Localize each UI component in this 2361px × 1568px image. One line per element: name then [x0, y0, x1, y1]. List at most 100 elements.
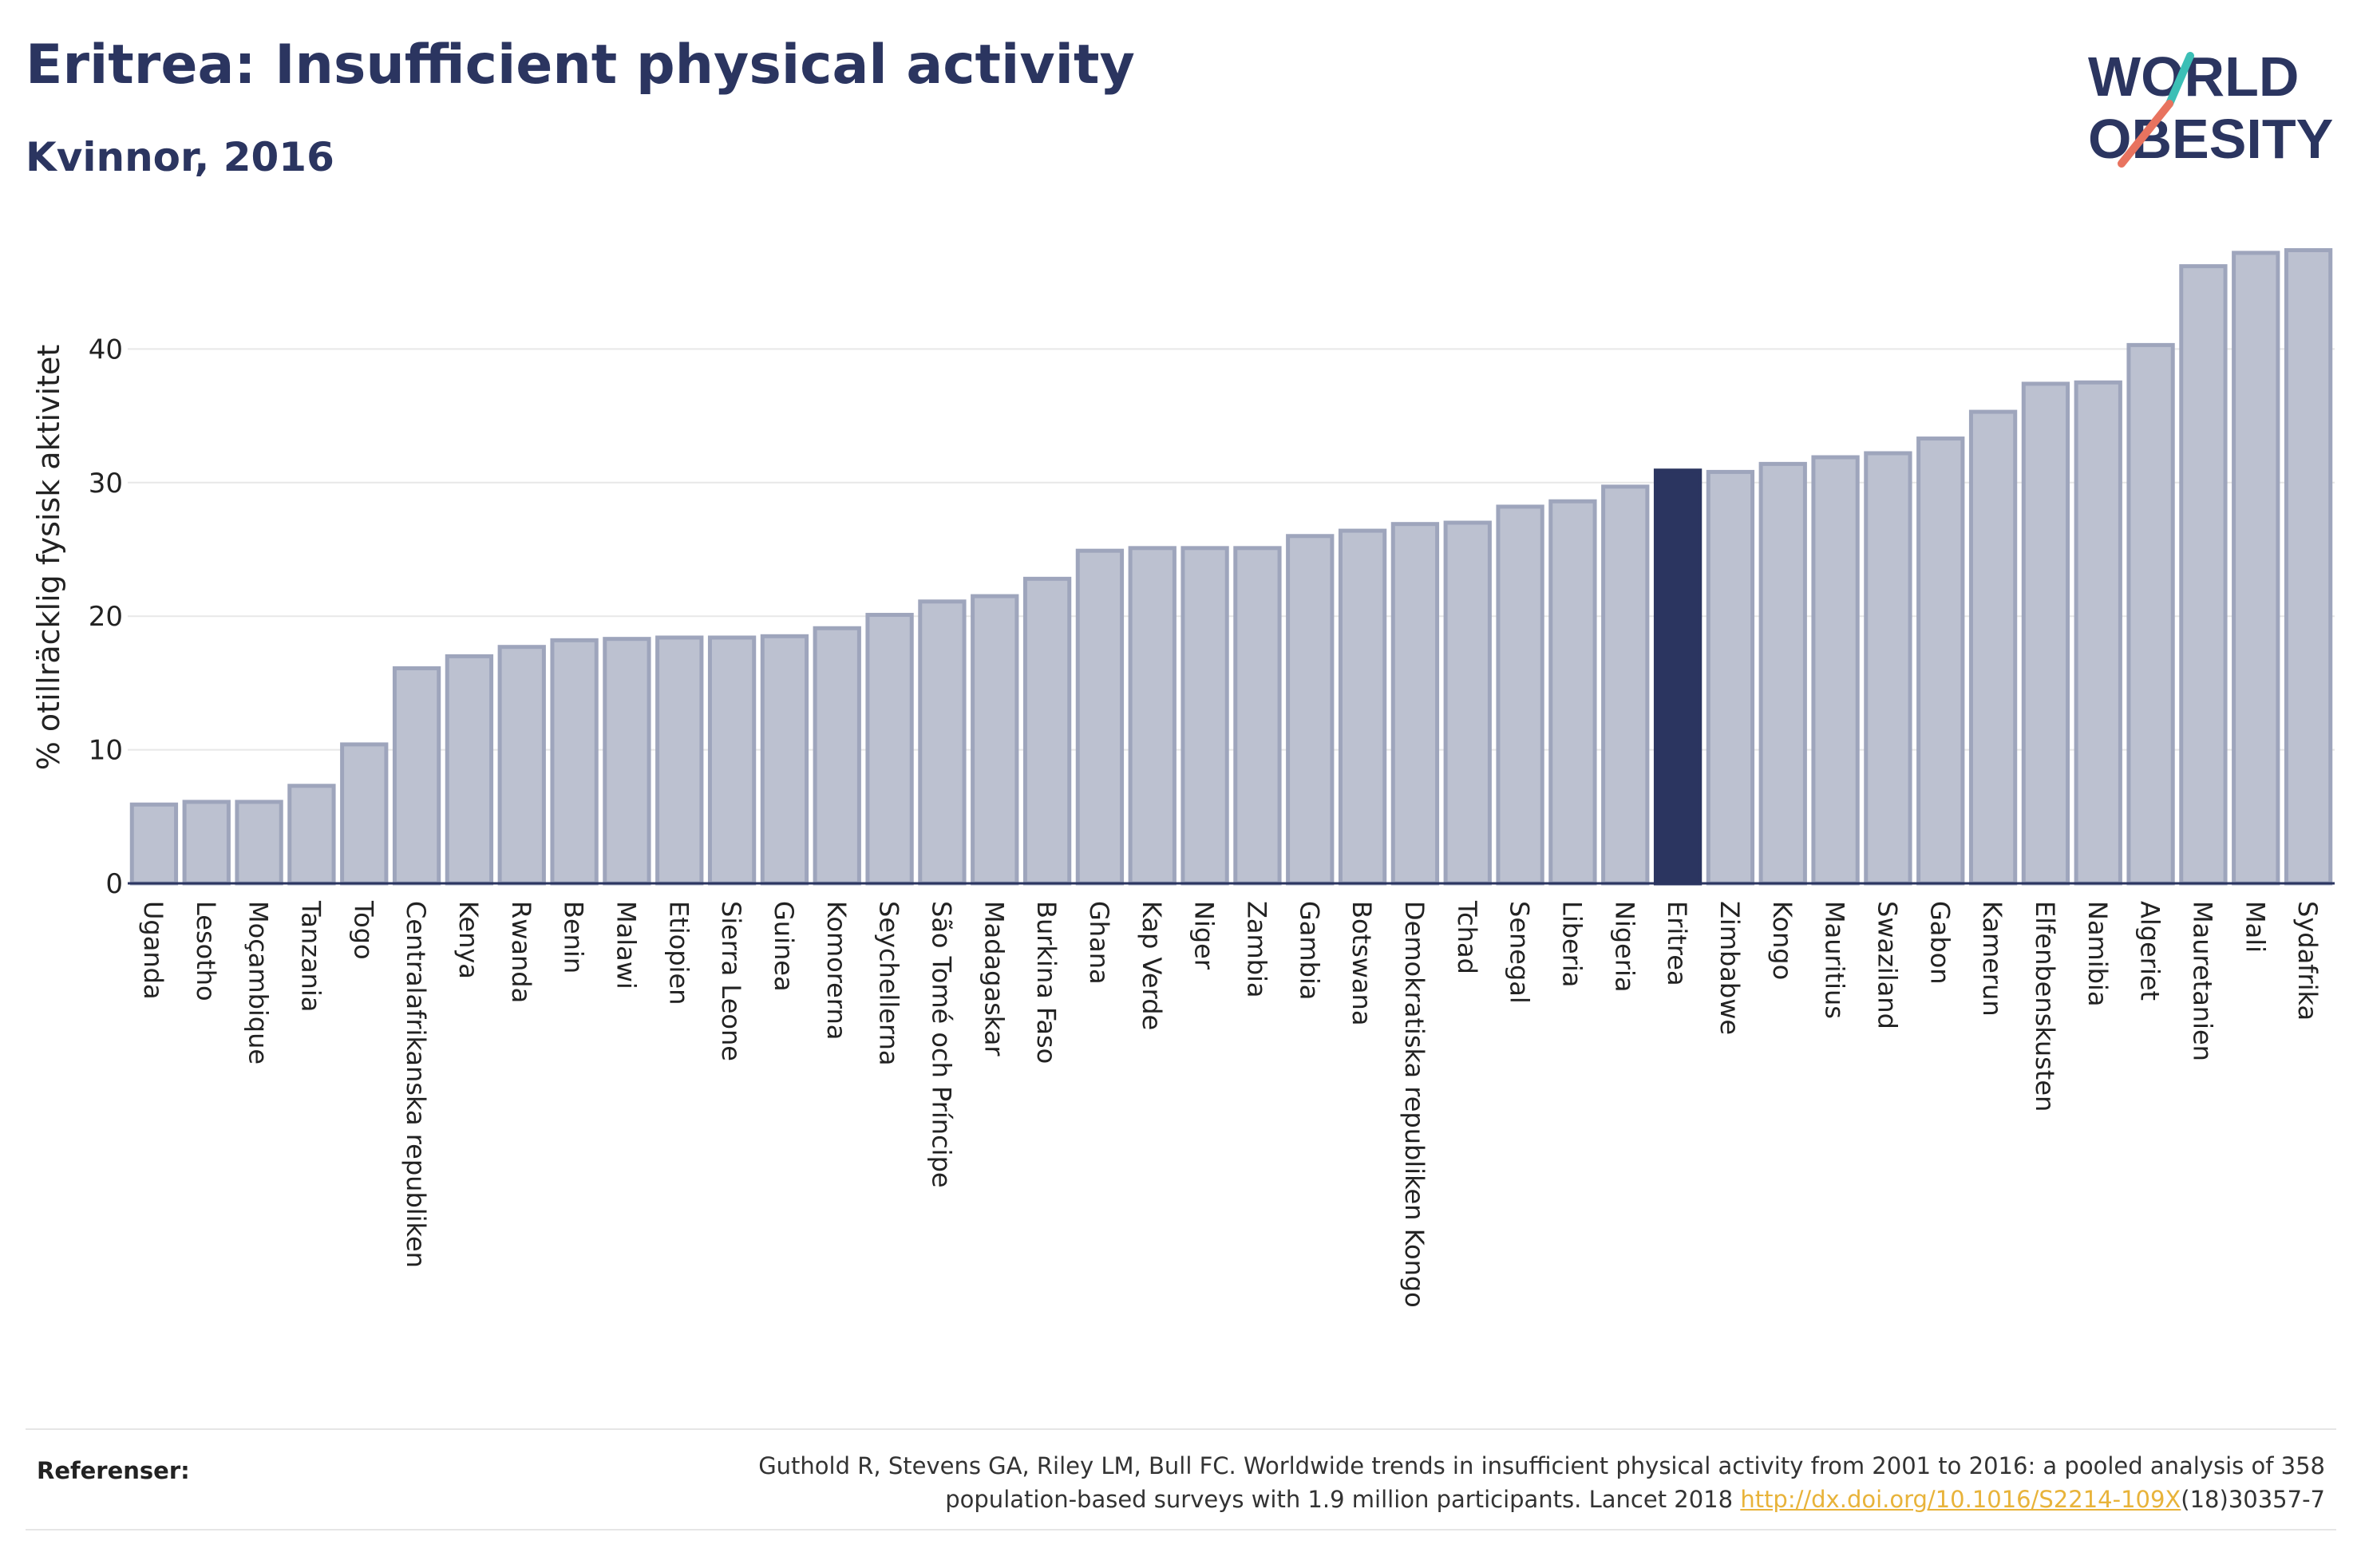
bar — [2179, 264, 2228, 886]
bar — [1864, 451, 1912, 886]
x-tick-label: Malawi — [611, 901, 641, 989]
bar — [1968, 409, 2018, 886]
page-title: Eritrea: Insufficient physical activity — [26, 34, 1135, 97]
bar — [918, 599, 967, 886]
x-tick-label: Gabon — [1924, 901, 1955, 985]
x-tick-label: Guinea — [769, 901, 799, 992]
x-tick-label: Kenya — [453, 901, 484, 979]
bar — [2284, 248, 2333, 886]
bar — [655, 635, 704, 886]
x-tick-label: Kamerun — [1977, 901, 2007, 1017]
bar — [1286, 534, 1335, 886]
bar — [1758, 461, 1807, 886]
x-tick-label: Tanzania — [295, 900, 326, 1012]
x-tick-label: Eritrea — [1662, 901, 1692, 986]
x-tick-label: Etiopien — [663, 901, 694, 1005]
x-tick-label: Niger — [1189, 901, 1220, 970]
y-tick-label: 20 — [89, 601, 123, 633]
bars — [129, 248, 2333, 886]
bar — [1548, 499, 1597, 886]
x-tick-label: Uganda — [138, 901, 168, 1000]
references-panel: Referenser: Guthold R, Stevens GA, Riley… — [26, 1428, 2336, 1530]
x-tick-label: Namibia — [2082, 901, 2113, 1006]
x-tick-label: Botswana — [1347, 901, 1377, 1025]
x-tick-label: Rwanda — [506, 901, 536, 1003]
x-tick-label: Zambia — [1241, 901, 1271, 998]
x-tick-label: Kap Verde — [1137, 901, 1167, 1030]
y-axis-ticks: 0 10 20 30 40 — [89, 334, 123, 900]
x-tick-label: Lesotho — [191, 901, 221, 1001]
bar — [1496, 504, 1544, 886]
reference-line-2-prefix: population-based surveys with 1.9 millio… — [945, 1486, 1741, 1513]
y-tick-label: 10 — [89, 735, 123, 767]
bar — [1022, 576, 1072, 886]
reference-line-1: Guthold R, Stevens GA, Riley LM, Bull FC… — [758, 1452, 2325, 1479]
bar — [2126, 342, 2175, 886]
logo-slash — [2118, 100, 2173, 168]
y-tick-label: 0 — [105, 868, 123, 900]
world-obesity-logo: WORLD OBESITY — [2088, 45, 2333, 170]
y-tick-label: 30 — [89, 468, 123, 500]
x-tick-label: Ghana — [1084, 901, 1114, 985]
x-tick-label: Zimbabwe — [1714, 901, 1745, 1035]
bar — [1653, 468, 1703, 886]
logo-slash-accent — [2165, 52, 2194, 108]
x-tick-label: Burkina Faso — [1031, 901, 1062, 1064]
bar — [550, 638, 599, 886]
bar — [287, 784, 336, 886]
x-tick-label: São Tomé och Príncipe — [926, 901, 956, 1188]
x-tick-label: Mauretanien — [2187, 901, 2217, 1061]
bar — [1180, 546, 1229, 886]
bar — [865, 613, 914, 886]
bar — [392, 666, 441, 886]
x-tick-label: Mali — [2240, 901, 2270, 953]
bar — [1390, 522, 1440, 886]
x-tick-label: Elfenbenskusten — [2030, 901, 2060, 1112]
x-tick-label: Senegal — [1505, 901, 1535, 1004]
gridlines — [128, 348, 2335, 751]
bar — [971, 594, 1019, 886]
x-tick-label: Sierra Leone — [716, 901, 746, 1061]
x-tick-label: Tchad — [1452, 900, 1482, 974]
x-tick-label: Centralafrikanska republiken — [401, 901, 431, 1268]
x-tick-label: Sydafrika — [2292, 901, 2323, 1021]
references-text: Guthold R, Stevens GA, Riley LM, Bull FC… — [489, 1449, 2325, 1516]
bar — [603, 637, 651, 886]
y-tick-label: 40 — [89, 334, 123, 365]
x-tick-label: Togo — [348, 900, 378, 960]
x-tick-label: Seychellerna — [874, 901, 904, 1065]
bar — [1075, 548, 1125, 886]
reference-line-2-suffix: (18)30357-7 — [2181, 1486, 2325, 1513]
bar — [813, 626, 861, 886]
x-tick-label: Mauritius — [1820, 901, 1850, 1019]
x-tick-label: Moçambique — [243, 901, 274, 1064]
references-label: Referenser: — [37, 1457, 190, 1484]
bar — [445, 654, 494, 886]
bar — [2021, 381, 2070, 886]
y-axis-label: % otillräcklig fysisk aktivitet — [31, 345, 66, 771]
x-tick-label: Demokratiska republiken Kongo — [1399, 901, 1430, 1308]
bar — [235, 800, 283, 886]
bar — [182, 800, 231, 886]
reference-doi-link[interactable]: http://dx.doi.org/10.1016/S2214-109X — [1740, 1486, 2181, 1513]
bar — [1601, 484, 1650, 886]
bar — [1706, 469, 1755, 886]
bar — [2074, 380, 2122, 886]
bar — [1443, 520, 1492, 886]
bar — [129, 802, 179, 886]
bar — [760, 634, 809, 886]
x-tick-label: Nigeria — [1609, 901, 1639, 992]
x-tick-label: Kongo — [1767, 901, 1797, 980]
bar — [1128, 546, 1177, 886]
bar — [340, 742, 389, 886]
bar — [1916, 436, 1965, 886]
bar — [1233, 546, 1282, 886]
page-subtitle: Kvinnor, 2016 — [26, 134, 334, 180]
x-axis-ticks: Uganda Lesotho Moçambique Tanzania Togo Centr… — [138, 900, 2323, 1308]
bar-chart: 0 10 20 30 40 Uganda Lesotho Moçambique Tanzani… — [31, 248, 2335, 1308]
x-tick-label: Liberia — [1556, 901, 1587, 987]
bar — [2232, 251, 2280, 886]
x-tick-label: Gambia — [1294, 901, 1324, 1000]
x-tick-label: Algeriet — [2135, 901, 2165, 1001]
x-tick-label: Swaziland — [1872, 901, 1902, 1029]
